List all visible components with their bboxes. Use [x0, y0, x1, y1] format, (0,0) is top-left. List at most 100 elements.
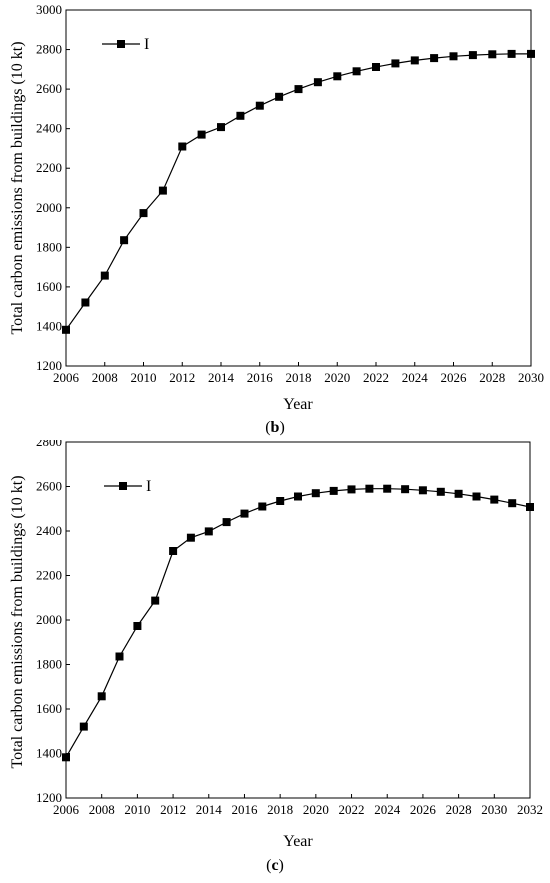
y-tick-label: 2600	[36, 479, 62, 494]
y-tick-label: 2600	[36, 81, 62, 96]
data-point-2013	[186, 533, 195, 542]
legend-marker	[119, 482, 127, 490]
x-tick-label: 2008	[89, 802, 115, 817]
data-point-2023	[365, 484, 374, 493]
legend: I	[104, 478, 151, 495]
data-point-2006	[62, 325, 70, 334]
x-tick-label: 2010	[131, 370, 157, 385]
x-tick-label: 2022	[339, 802, 365, 817]
data-point-2012	[178, 142, 187, 151]
data-point-2021	[352, 67, 361, 76]
data-point-2022	[347, 485, 356, 494]
data-point-2009	[115, 652, 124, 661]
data-point-2024	[410, 56, 419, 65]
data-point-2008	[100, 271, 109, 280]
y-tick-label: 2800	[36, 440, 62, 449]
legend: I	[102, 36, 149, 53]
data-point-2027	[436, 487, 445, 496]
x-axis-ticks: 2006 2008 2010 2012 2014 2016 2018 2020 2022 2024…	[53, 362, 544, 385]
y-tick-label: 1800	[36, 657, 62, 672]
y-tick-label: 1200	[36, 790, 62, 805]
x-tick-label: 2014	[196, 802, 223, 817]
data-point-2020	[333, 72, 342, 81]
data-point-2029	[507, 49, 516, 58]
data-point-2031	[508, 499, 517, 508]
data-point-2028	[454, 489, 463, 498]
data-point-2023	[391, 59, 400, 68]
data-point-2007	[81, 298, 90, 307]
y-tick-label: 1400	[36, 318, 62, 333]
data-point-2026	[449, 52, 458, 61]
x-tick-label: 2012	[160, 802, 186, 817]
data-point-2015	[222, 518, 231, 527]
x-axis-title: Year	[283, 833, 313, 850]
x-axis-ticks: 2006 2008 2010 2012 2014 2016 2018 2020 2022 2024…	[53, 794, 543, 817]
y-tick-label: 2200	[36, 568, 62, 583]
figure-panel-b: 1200 1400 1600 1800 2000 2200 2400 2600 2800 3000…	[0, 0, 550, 440]
data-point-2012	[169, 547, 178, 555]
x-axis-title: Year	[283, 396, 313, 413]
x-tick-label: 2006	[53, 370, 80, 385]
y-tick-label: 2000	[36, 612, 62, 627]
y-tick-label: 3000	[36, 2, 62, 17]
x-tick-label: 2014	[208, 370, 235, 385]
y-tick-label: 1200	[36, 358, 62, 373]
data-point-2018	[276, 497, 285, 505]
data-point-2014	[217, 123, 225, 132]
x-tick-label: 2020	[303, 802, 329, 817]
x-tick-label: 2026	[441, 370, 468, 385]
data-point-2007	[79, 722, 88, 731]
data-point-2025	[401, 485, 410, 494]
plot-area-frame	[65, 9, 532, 367]
y-axis-title: Total carbon emissions from buildings (1…	[9, 475, 26, 768]
series-group	[62, 49, 535, 334]
y-tick-label: 2200	[36, 160, 62, 175]
line-chart-c: 1200 1400 1600 1800 2000 2200 2400 2600 2800 200…	[9, 434, 543, 874]
panel-label: (c)	[266, 857, 284, 874]
figure-panel-c: 1200 1400 1600 1800 2000 2200 2400 2600 2800 200…	[0, 434, 550, 878]
x-tick-label: 2006	[53, 802, 80, 817]
x-tick-label: 2008	[92, 370, 118, 385]
y-tick-label: 1400	[36, 746, 62, 761]
panel-label: (b)	[265, 419, 285, 436]
data-point-2014	[204, 527, 213, 536]
y-tick-label: 2000	[36, 200, 62, 215]
data-point-2026	[418, 486, 427, 495]
y-axis-ticks: 1200 1400 1600 1800 2000 2200 2400 2600 2800 3000	[36, 2, 70, 373]
x-tick-label: 2030	[481, 802, 507, 817]
legend-label: I	[144, 36, 149, 53]
y-tick-label: 2400	[36, 121, 62, 136]
legend-label: I	[146, 478, 151, 495]
data-point-2011	[158, 186, 167, 195]
data-point-2030	[490, 495, 499, 504]
x-tick-label: 2010	[124, 802, 150, 817]
y-tick-label: 1600	[36, 279, 62, 294]
x-tick-label: 2020	[324, 370, 350, 385]
data-point-2016	[255, 101, 264, 110]
y-axis-title: Total carbon emissions from buildings (1…	[9, 41, 26, 334]
series-group	[62, 484, 534, 762]
y-tick-label: 2800	[36, 42, 62, 57]
x-tick-label: 2028	[446, 802, 472, 817]
data-point-2029	[472, 492, 481, 501]
data-point-2016	[240, 509, 249, 518]
data-point-2008	[97, 692, 106, 701]
y-tick-label: 2400	[36, 523, 62, 538]
data-point-2009	[120, 236, 129, 245]
x-tick-label: 2016	[247, 370, 274, 385]
data-point-2020	[311, 489, 320, 498]
data-point-2032	[526, 503, 534, 511]
x-tick-label: 2024	[374, 802, 401, 817]
data-point-2028	[488, 50, 497, 59]
x-tick-label: 2030	[518, 370, 544, 385]
data-point-2019	[313, 78, 322, 87]
data-point-2021	[329, 486, 338, 495]
data-point-2010	[133, 622, 142, 630]
legend-marker	[117, 40, 125, 48]
data-point-2030	[527, 49, 535, 58]
data-point-2022	[372, 63, 380, 71]
y-tick-label: 1600	[36, 701, 62, 716]
x-tick-label: 2028	[479, 370, 505, 385]
x-tick-label: 2016	[231, 802, 258, 817]
data-point-2018	[294, 85, 303, 94]
